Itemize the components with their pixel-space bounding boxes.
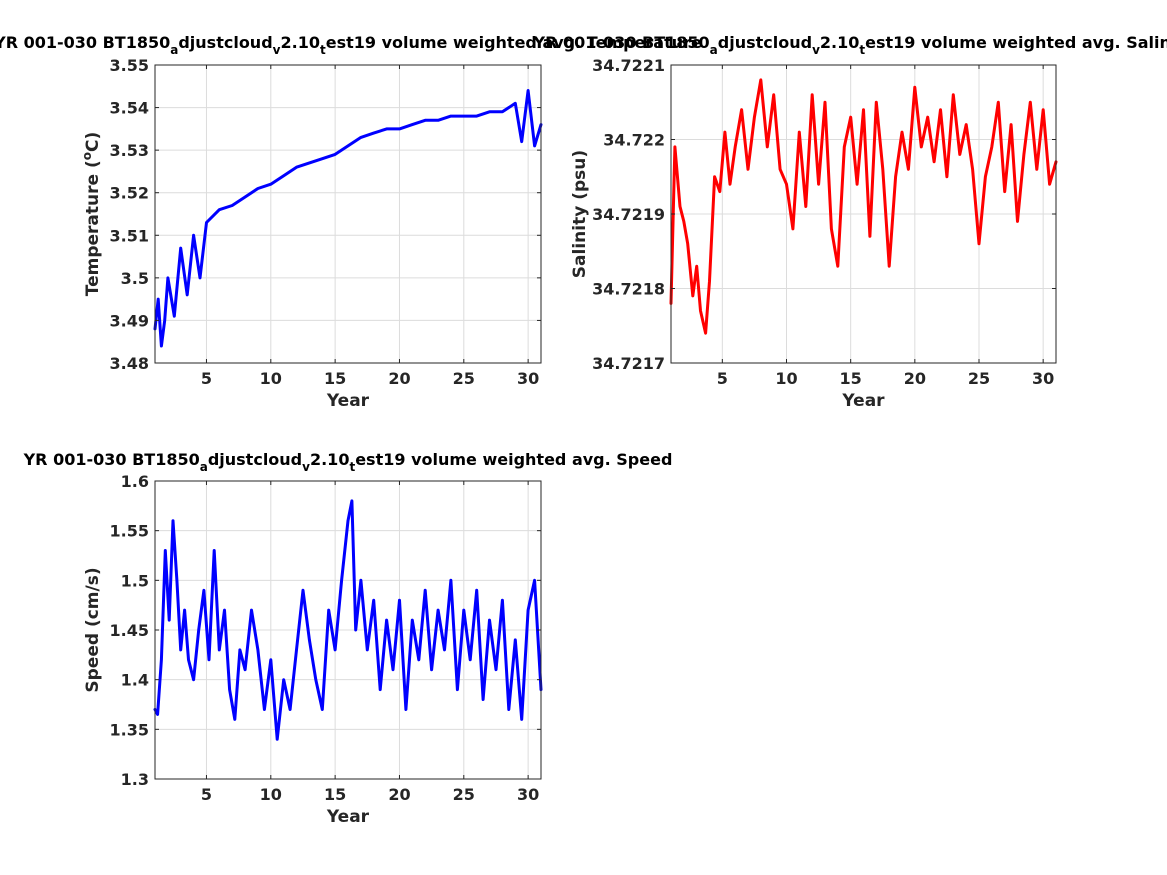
- sal-x-tick-label: 20: [904, 369, 926, 388]
- speed-series-line: [153, 499, 543, 741]
- sal-y-tick-label: 34.722: [603, 131, 665, 150]
- salinity-panel: 5 10 15 20 25 30 34.7217 34.7218 34.7219 34.722 34…: [533, 33, 1167, 411]
- sal-y-tick-label: 34.7218: [592, 280, 665, 299]
- temp-series-line: [153, 89, 543, 348]
- temp-y-tick-label: 3.48: [110, 354, 149, 373]
- temp-y-tick-label: 3.53: [110, 141, 149, 160]
- temp-chart-title: YR 001-030 BT1850adjustcloudv2.10test19 …: [0, 33, 702, 57]
- speed-x-tick-label: 30: [517, 785, 539, 804]
- speed-x-tick-label: 5: [201, 785, 212, 804]
- sal-x-tick-label: 30: [1032, 369, 1054, 388]
- sal-x-tick-label: 5: [717, 369, 728, 388]
- temp-x-tick-label: 15: [324, 369, 346, 388]
- sal-chart-title: YR 001-030 BT1850adjustcloudv2.10test19 …: [533, 33, 1167, 57]
- sal-series-line: [669, 78, 1058, 335]
- temp-y-axis-label: Temperature (oC): [80, 132, 103, 296]
- temp-y-tick-label: 3.49: [110, 311, 149, 330]
- speed-x-tick-label: 25: [453, 785, 475, 804]
- speed-y-tick-label: 1.45: [110, 621, 149, 640]
- temp-x-tick-label: 10: [260, 369, 282, 388]
- sal-x-tick-label: 15: [840, 369, 862, 388]
- speed-chart-title: YR 001-030 BT1850adjustcloudv2.10test19 …: [23, 450, 673, 474]
- speed-x-tick-label: 20: [388, 785, 410, 804]
- sal-x-tick-label: 25: [968, 369, 990, 388]
- temp-x-axis-label: Year: [326, 391, 370, 411]
- sal-y-tick-label: 34.7219: [592, 205, 665, 224]
- temp-y-tick-label: 3.52: [110, 184, 149, 203]
- speed-x-tick-label: 15: [324, 785, 346, 804]
- speed-y-axis-label: Speed (cm/s): [83, 567, 103, 692]
- temp-y-tick-label: 3.55: [110, 56, 149, 75]
- temp-y-tick-label: 3.5: [121, 269, 149, 288]
- temp-y-tick-label: 3.54: [110, 99, 149, 118]
- temp-y-tick-label: 3.51: [110, 226, 149, 245]
- sal-y-tick-label: 34.7217: [592, 354, 665, 373]
- temp-x-tick-label: 30: [517, 369, 539, 388]
- speed-x-axis-label: Year: [326, 807, 370, 827]
- speed-y-tick-label: 1.6: [121, 472, 149, 491]
- sal-x-tick-label: 10: [775, 369, 797, 388]
- temperature-panel: 5 10 15 20 25 30 3.48 3.49 3.5 3.51 3.52 3.53 3.54 3.…: [0, 33, 702, 411]
- sal-x-axis-label: Year: [841, 391, 885, 411]
- sal-y-tick-label: 34.7221: [592, 56, 665, 75]
- temp-x-tick-label: 20: [388, 369, 410, 388]
- temp-x-tick-label: 5: [201, 369, 212, 388]
- speed-y-tick-label: 1.5: [121, 571, 149, 590]
- temp-axes-frame: [154, 64, 542, 364]
- speed-y-tick-label: 1.55: [110, 522, 149, 541]
- sal-y-axis-label: Salinity (psu): [570, 150, 590, 278]
- speed-x-tick-label: 10: [260, 785, 282, 804]
- speed-y-tick-label: 1.4: [121, 671, 149, 690]
- speed-y-tick-label: 1.3: [121, 770, 149, 789]
- temp-x-tick-label: 25: [453, 369, 475, 388]
- speed-panel: 5 10 15 20 25 30 1.3 1.35 1.4 1.45 1.5 1.55 1.6 Year S…: [23, 450, 673, 827]
- speed-y-tick-label: 1.35: [110, 720, 149, 739]
